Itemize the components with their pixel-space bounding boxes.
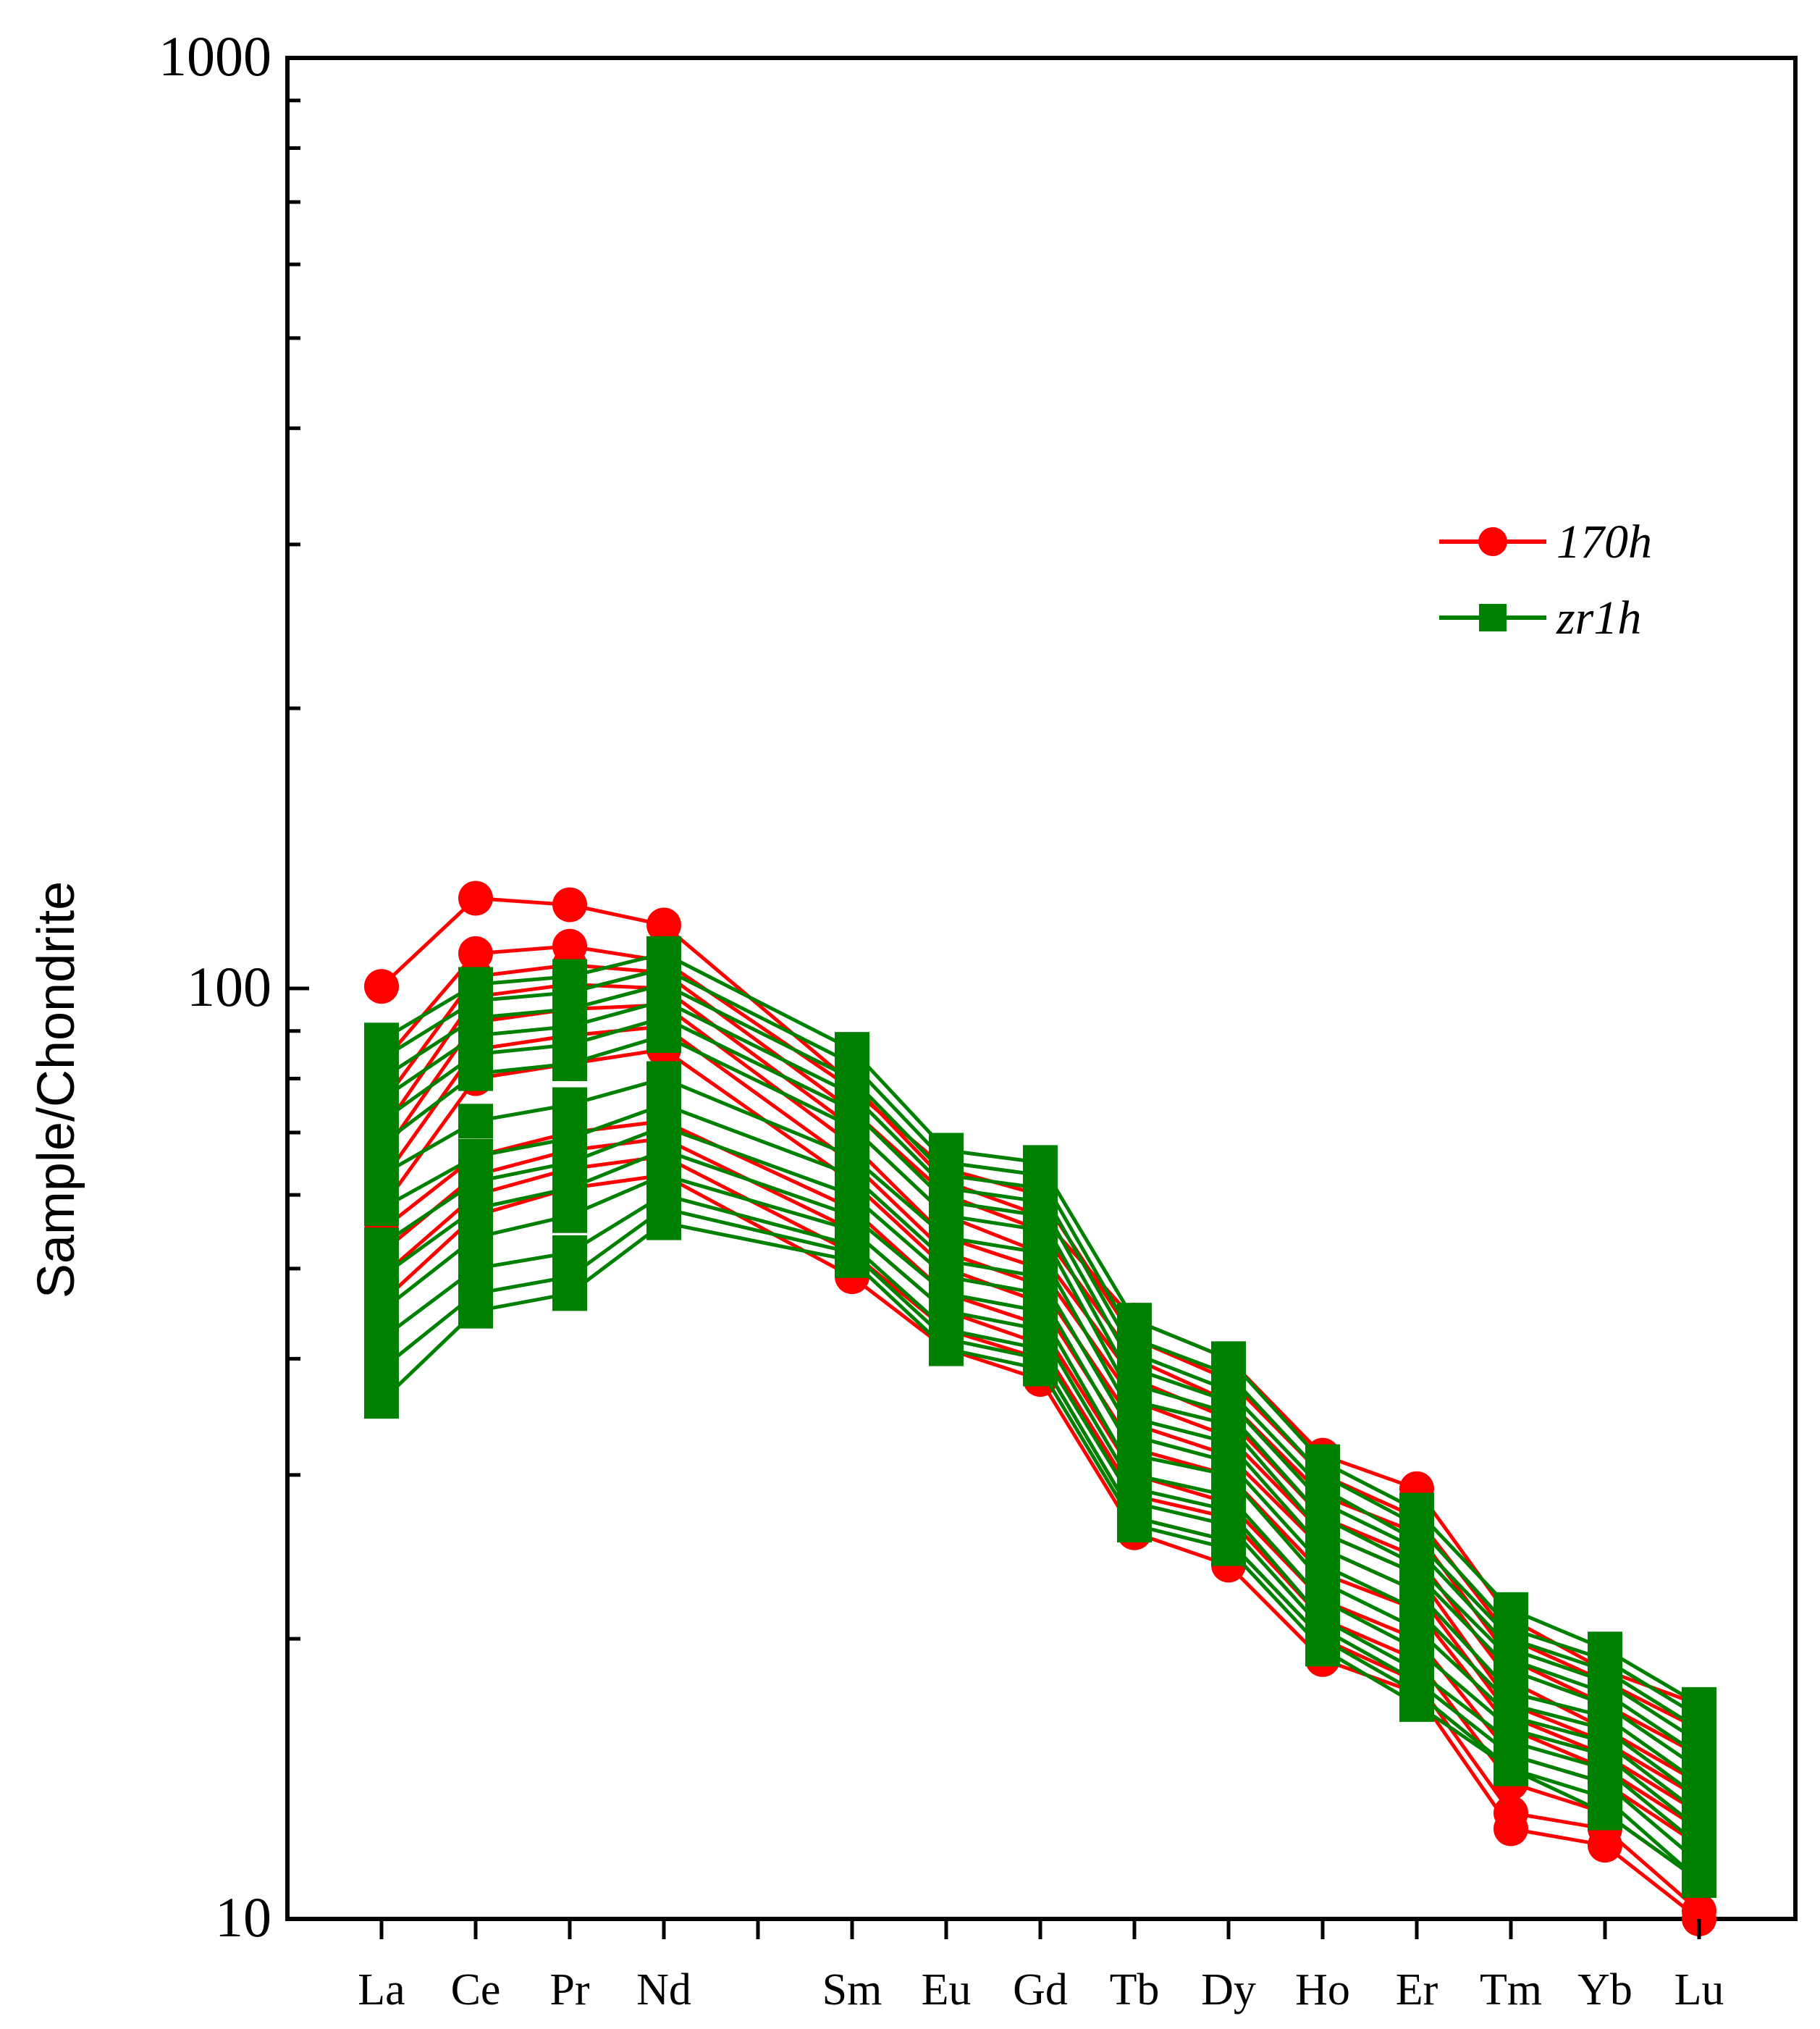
data-point-square bbox=[1399, 1686, 1434, 1722]
data-point-square bbox=[646, 1205, 681, 1240]
data-point-square bbox=[458, 1293, 493, 1329]
data-point-square bbox=[1682, 1862, 1716, 1898]
legend-marker-square bbox=[1479, 604, 1507, 631]
x-tick-label: Tb bbox=[1110, 1965, 1160, 2015]
x-tick-label: Eu bbox=[922, 1965, 972, 2015]
series-zr1h-6 bbox=[364, 1018, 1716, 1786]
legend-label: 170h bbox=[1556, 516, 1652, 568]
data-point-square bbox=[552, 1198, 587, 1233]
legend-item-zr1h: zr1h bbox=[1439, 592, 1641, 644]
data-point-square bbox=[646, 1018, 681, 1054]
data-point-square bbox=[552, 1087, 587, 1122]
data-point-square bbox=[364, 1190, 399, 1226]
data-point-square bbox=[458, 1219, 493, 1255]
data-point-circle bbox=[552, 887, 587, 923]
series-layer bbox=[364, 881, 1716, 1936]
legend-item-170h: 170h bbox=[1439, 516, 1652, 568]
series-zr1h-14 bbox=[364, 1205, 1716, 1898]
data-point-circle bbox=[646, 907, 681, 943]
x-tick-label: Tm bbox=[1480, 1965, 1542, 2015]
x-tick-label: Pr bbox=[549, 1965, 589, 2015]
plot-area bbox=[285, 56, 1798, 1921]
data-point-square bbox=[1305, 1631, 1340, 1667]
data-point-square bbox=[458, 1056, 493, 1091]
data-point-square bbox=[458, 1104, 493, 1139]
data-point-square bbox=[364, 1227, 399, 1263]
data-point-square bbox=[364, 1157, 399, 1193]
x-tick-label: Ce bbox=[451, 1965, 501, 2015]
x-tick-label: Sm bbox=[822, 1965, 882, 2015]
y-axis-title: Sample/Chondrite bbox=[28, 881, 85, 1298]
series-group-zr1h bbox=[364, 936, 1716, 1898]
x-tick-label: Ho bbox=[1295, 1965, 1350, 2015]
data-point-square bbox=[364, 1127, 399, 1162]
data-point-square bbox=[1023, 1351, 1058, 1387]
legend: 170h zr1h bbox=[1439, 516, 1652, 644]
x-tick-label: Gd bbox=[1013, 1965, 1068, 2015]
data-point-square bbox=[1211, 1531, 1246, 1566]
data-point-square bbox=[364, 1322, 399, 1357]
legend-label: zr1h bbox=[1556, 592, 1641, 644]
data-point-circle bbox=[458, 881, 493, 916]
data-point-square bbox=[364, 1384, 399, 1419]
data-point-square bbox=[552, 1046, 587, 1081]
data-point-square bbox=[364, 1351, 399, 1387]
x-tick-label: Lu bbox=[1674, 1965, 1724, 2015]
axis-layer: 10 100 1000 La Ce Pr Nd Sm Eu Gd Tb Dy Ho Er Tm Yb Lu bbox=[159, 25, 1724, 2015]
x-tick-label: Dy bbox=[1201, 1965, 1256, 2015]
y-tick-label: 10 bbox=[215, 1886, 271, 1949]
data-point-square bbox=[552, 1276, 587, 1311]
legend-marker-circle bbox=[1478, 527, 1507, 556]
data-point-square bbox=[1117, 1508, 1152, 1543]
x-tick-label: Nd bbox=[636, 1965, 691, 2015]
plot-frame bbox=[285, 56, 1798, 1921]
data-point-circle bbox=[1588, 1828, 1622, 1863]
y-tick-label: 1000 bbox=[159, 25, 271, 88]
data-point-circle bbox=[364, 969, 399, 1004]
data-point-square bbox=[835, 1109, 869, 1145]
data-point-square bbox=[929, 1331, 964, 1366]
data-point-circle bbox=[1494, 1811, 1528, 1847]
data-point-square bbox=[1494, 1751, 1528, 1786]
data-point-square bbox=[1588, 1795, 1622, 1831]
data-point-square bbox=[364, 1259, 399, 1295]
x-tick-label: Er bbox=[1396, 1965, 1438, 2015]
y-tick-label: 100 bbox=[187, 955, 271, 1018]
x-tick-label: La bbox=[358, 1965, 405, 2015]
x-tick-label: Yb bbox=[1577, 1965, 1632, 2015]
data-point-square bbox=[835, 1243, 869, 1278]
